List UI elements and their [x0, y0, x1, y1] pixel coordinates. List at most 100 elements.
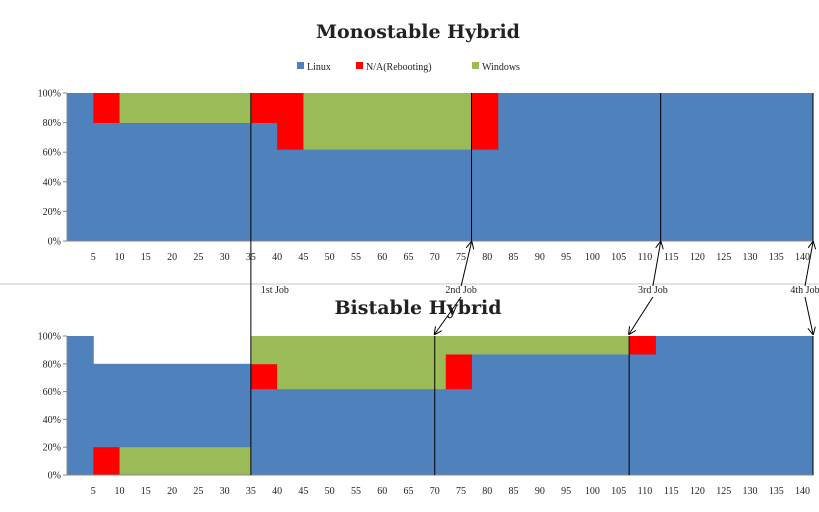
monostable-y-tick-label-0: 0% — [48, 237, 61, 248]
plot-bistable: 0% 20% 40% 60% 80% 100% 5 10 15 20 25 30 35 40 45 50 55 6… — [38, 332, 814, 497]
bistable-windows-segment-3 — [445, 336, 473, 355]
monostable-x-tick-label-4: 25 — [193, 252, 203, 263]
bistable-x-tick-label-7: 40 — [272, 486, 282, 497]
bistable-x-tick-label-5: 30 — [220, 486, 230, 497]
monostable-x-tick-label-3: 20 — [167, 252, 177, 263]
chart-panels: 0%20%40%60%80%100%5 10 15 20 25 30 35 40 45 50 55 6… — [38, 89, 814, 497]
job-arrow-up-4 — [804, 242, 813, 287]
bistable-x-tick-label-19: 100 — [585, 486, 600, 497]
bistable-x-tick-label-0: 5 — [91, 486, 96, 497]
monostable-n-a-rebooting-segment-2 — [277, 93, 304, 150]
monostable-x-tick-label-22: 115 — [664, 252, 679, 263]
monostable-linux-segment-5 — [303, 149, 473, 242]
bistable-x-tick-label-6: 35 — [246, 486, 256, 497]
bistable-y-tick-label-0: 0% — [48, 471, 61, 482]
bistable-x-tick-label-9: 50 — [325, 486, 335, 497]
monostable-linux-segment-3 — [250, 122, 278, 242]
monostable-x-tick-label-2: 15 — [141, 252, 151, 263]
monostable-x-tick-label-26: 135 — [769, 252, 784, 263]
monostable-x-tick-label-12: 65 — [403, 252, 413, 263]
monostable-x-tick-label-13: 70 — [430, 252, 440, 263]
bistable-y-tick-label-2: 40% — [43, 415, 61, 426]
bistable-y-tick-label-5: 100% — [38, 332, 61, 343]
plot-monostable: 0%20%40%60%80%100%5 10 15 20 25 30 35 40 45 50 55 6… — [38, 89, 814, 263]
bistable-windows-segment-4 — [471, 336, 630, 355]
monostable-y-tick-label-4: 80% — [43, 118, 61, 129]
monostable-x-tick-label-21: 110 — [638, 252, 653, 263]
monostable-x-tick-label-23: 120 — [690, 252, 705, 263]
monostable-n-a-rebooting-segment-3 — [471, 93, 499, 150]
job-arrow-down-3 — [629, 296, 654, 334]
monostable-x-tick-label-25: 130 — [742, 252, 757, 263]
monostable-linux-segment-2 — [119, 122, 252, 242]
bistable-x-tick-label-22: 115 — [664, 486, 679, 497]
monostable-n-a-rebooting-segment-1 — [250, 93, 278, 123]
job-label-2: 2nd Job — [445, 285, 476, 296]
chart-title-bistable: Bistable Hybrid — [334, 297, 501, 319]
bistable-x-tick-label-18: 95 — [561, 486, 571, 497]
bistable-linux-segment-6 — [629, 354, 656, 476]
monostable-linux-segment-0 — [67, 93, 94, 242]
bistable-x-tick-label-16: 85 — [509, 486, 519, 497]
bistable-linux-segment-5 — [471, 354, 630, 476]
bistable-linux-segment-2 — [250, 388, 278, 476]
legend-label-windows: Windows — [482, 62, 520, 73]
job-label-1: 1st Job — [261, 285, 289, 296]
monostable-x-tick-label-19: 100 — [585, 252, 600, 263]
monostable-y-tick-label-3: 60% — [43, 148, 61, 159]
monostable-linux-segment-1 — [93, 122, 121, 242]
monostable-x-tick-label-5: 30 — [220, 252, 230, 263]
bistable-y-tick-label-1: 20% — [43, 443, 61, 454]
bistable-x-tick-label-27: 140 — [795, 486, 810, 497]
monostable-x-tick-label-27: 140 — [795, 252, 810, 263]
monostable-y-tick-label-5: 100% — [38, 89, 61, 100]
monostable-x-tick-label-10: 55 — [351, 252, 361, 263]
bistable-x-tick-label-14: 75 — [456, 486, 466, 497]
bistable-x-tick-label-23: 120 — [690, 486, 705, 497]
monostable-x-tick-label-18: 95 — [561, 252, 571, 263]
bistable-y-tick-label-4: 80% — [43, 359, 61, 370]
legend-swatch-windows — [472, 62, 479, 69]
bistable-x-tick-label-3: 20 — [167, 486, 177, 497]
monostable-x-tick-label-0: 5 — [91, 252, 96, 263]
job-label-3: 3rd Job — [638, 285, 668, 296]
bistable-x-tick-label-10: 55 — [351, 486, 361, 497]
job-arrow-down-2 — [435, 296, 462, 334]
monostable-x-tick-label-9: 50 — [325, 252, 335, 263]
bistable-x-tick-label-11: 60 — [377, 486, 387, 497]
job-markers: 1st Job 2nd Job 3rd Job 4th Job — [250, 93, 819, 475]
bistable-x-tick-label-17: 90 — [535, 486, 545, 497]
bistable-y-tick-label-3: 60% — [43, 387, 61, 398]
bistable-windows-segment-2 — [277, 336, 446, 390]
job-arrow-up-3 — [652, 242, 661, 287]
bistable-x-tick-label-24: 125 — [716, 486, 731, 497]
bistable-linux-segment-7 — [655, 336, 814, 476]
bistable-n-a-rebooting-segment-3 — [629, 336, 656, 355]
monostable-x-tick-label-11: 60 — [377, 252, 387, 263]
monostable-x-tick-label-17: 90 — [535, 252, 545, 263]
monostable-x-tick-label-8: 45 — [298, 252, 308, 263]
bistable-linux-segment-3 — [277, 388, 446, 476]
monostable-x-tick-label-1: 10 — [115, 252, 125, 263]
bistable-x-tick-label-25: 130 — [742, 486, 757, 497]
bistable-linux-segment-0 — [67, 336, 94, 476]
bistable-x-tick-label-1: 10 — [115, 486, 125, 497]
monostable-linux-segment-6 — [471, 149, 499, 242]
bistable-n-a-rebooting-segment-0 — [93, 447, 121, 476]
bistable-x-tick-label-12: 65 — [403, 486, 413, 497]
monostable-x-tick-label-7: 40 — [272, 252, 282, 263]
monostable-windows-segment-0 — [119, 93, 252, 123]
monostable-x-tick-label-16: 85 — [509, 252, 519, 263]
legend-label-rebooting: N/A(Rebooting) — [366, 62, 432, 73]
bistable-x-tick-label-4: 25 — [193, 486, 203, 497]
bistable-x-tick-label-26: 135 — [769, 486, 784, 497]
monostable-x-tick-label-15: 80 — [482, 252, 492, 263]
bistable-n-a-rebooting-segment-1 — [250, 363, 278, 390]
monostable-n-a-rebooting-segment-0 — [93, 93, 121, 123]
job-label-4: 4th Job — [790, 285, 819, 296]
chart-title-monostable: Monostable Hybrid — [316, 21, 520, 43]
bistable-x-tick-label-15: 80 — [482, 486, 492, 497]
legend-label-linux: Linux — [307, 62, 331, 73]
legend-swatch-rebooting — [356, 62, 363, 69]
